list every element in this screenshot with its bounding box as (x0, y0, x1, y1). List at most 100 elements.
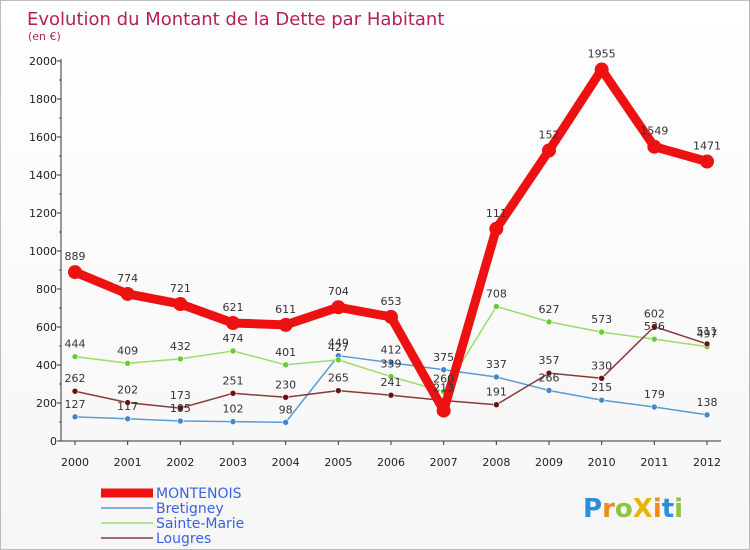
legend-label: Lougres (156, 531, 211, 547)
axes: 0 200 400 600 800 1000 1200 1400 1600 1800 2000 200… (29, 55, 721, 469)
data-point (703, 340, 711, 348)
data-label: 409 (117, 344, 138, 357)
logo-letter: X (633, 494, 653, 524)
legend-label: MONTENOIS (156, 486, 242, 502)
data-point (384, 309, 398, 324)
x-tick-label: 2006 (377, 456, 405, 469)
y-tick-label: 1200 (29, 207, 57, 220)
data-point (545, 387, 553, 394)
x-tick-label: 2002 (166, 456, 194, 469)
x-tick-label: 2010 (588, 456, 616, 469)
x-tick-label: 2012 (693, 456, 721, 469)
data-point (651, 323, 658, 330)
data-point (440, 366, 447, 374)
data-point (335, 387, 342, 394)
data-point (387, 391, 395, 399)
data-point (173, 297, 188, 312)
logo-letter: t (662, 494, 674, 524)
y-tick-label: 800 (36, 283, 57, 296)
data-label: 449 (328, 337, 349, 350)
data-label: 266 (539, 371, 560, 384)
data-point (703, 411, 711, 419)
data-label: 401 (275, 346, 296, 359)
data-point (493, 303, 500, 310)
series-sainte-marie (71, 303, 711, 395)
data-label: 573 (591, 313, 612, 326)
data-point (282, 393, 289, 401)
data-point (124, 415, 131, 423)
data-label: 173 (170, 389, 191, 402)
data-label: 602 (644, 308, 665, 321)
data-label: 202 (117, 384, 138, 397)
data-label: 432 (170, 340, 191, 353)
data-label: 1549 (640, 125, 668, 138)
data-point (177, 355, 184, 363)
data-label: 708 (486, 287, 507, 300)
data-label: 357 (539, 354, 560, 367)
data-point (229, 347, 237, 355)
data-point (229, 390, 237, 397)
data-point (229, 418, 237, 425)
data-point (71, 353, 79, 360)
x-tick-label: 2004 (272, 456, 300, 469)
data-point (594, 62, 609, 77)
data-point (124, 359, 131, 367)
data-point (387, 359, 395, 367)
data-point (335, 356, 342, 364)
logo-letter: i (674, 494, 683, 524)
y-tick-label: 1400 (29, 169, 57, 182)
data-point (489, 221, 504, 236)
data-point (387, 373, 395, 380)
data-label: 444 (65, 338, 86, 351)
data-label: 774 (117, 272, 138, 285)
logo-text: ProXiti (583, 494, 683, 524)
y-tick-label: 1000 (29, 245, 57, 258)
data-label: 704 (328, 285, 349, 298)
data-point (331, 300, 346, 315)
x-tick-label: 2000 (61, 456, 89, 469)
data-point (545, 369, 553, 377)
data-point (226, 316, 240, 331)
data-point (647, 139, 662, 154)
data-label: 627 (539, 303, 560, 316)
data-label: 427 (328, 341, 349, 354)
series-montenois (68, 62, 714, 418)
data-label: 111 (486, 207, 507, 220)
data-label: 621 (223, 301, 244, 314)
data-label: 1471 (693, 140, 721, 153)
y-tick-label: 1800 (29, 93, 57, 106)
chart-title: Evolution du Montant de la Dette par Hab… (27, 9, 444, 30)
data-label: 511 (697, 325, 718, 338)
data-label: 1955 (588, 48, 616, 61)
data-label: 152 (539, 128, 560, 141)
data-label: 337 (486, 358, 507, 371)
x-tick-label: 2001 (114, 456, 142, 469)
data-label: 179 (644, 388, 665, 401)
data-point (177, 404, 184, 412)
data-label: 138 (697, 396, 718, 409)
data-label: 213 (433, 382, 454, 395)
y-tick-label: 1600 (29, 131, 57, 144)
data-label: 330 (591, 359, 612, 372)
x-tick-label: 2003 (219, 456, 247, 469)
y-tick-label: 2000 (29, 55, 57, 68)
x-tick-label: 2011 (640, 456, 668, 469)
data-label: 241 (381, 376, 402, 389)
y-tick-label: 200 (36, 397, 57, 410)
logo-letter: o (615, 494, 633, 524)
data-label: 127 (65, 398, 86, 411)
logo-letter: i (653, 494, 662, 524)
y-tick-label: 600 (36, 321, 57, 334)
data-label: 191 (486, 386, 507, 399)
data-point (545, 318, 553, 326)
y-tick-label: 0 (50, 435, 57, 448)
proxiti-logo: ProXiti (583, 494, 683, 524)
legend-label: Bretigney (156, 501, 224, 517)
value-labels: 889 774 721 621 611 704 653 111 152 1955 1549 1471 1… (65, 48, 722, 417)
data-point (651, 403, 658, 411)
x-tick-label: 2009 (535, 456, 563, 469)
data-point (542, 143, 556, 158)
data-label: 265 (328, 372, 349, 385)
x-tick-label: 2008 (482, 456, 510, 469)
